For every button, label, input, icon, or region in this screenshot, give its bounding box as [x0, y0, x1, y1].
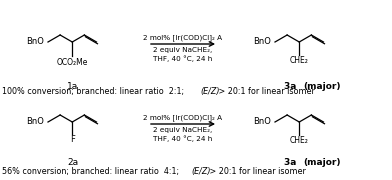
- Text: 2 equiv NaCHE₂,: 2 equiv NaCHE₂,: [153, 47, 212, 53]
- Text: BnO: BnO: [253, 118, 271, 127]
- Text: THF, 40 °C, 24 h: THF, 40 °C, 24 h: [153, 55, 212, 62]
- Text: BnO: BnO: [26, 37, 44, 46]
- Text: (major): (major): [303, 82, 341, 91]
- Text: (major): (major): [303, 158, 341, 167]
- Text: > 20:1 for linear isomer: > 20:1 for linear isomer: [216, 87, 315, 96]
- Text: BnO: BnO: [253, 37, 271, 46]
- Text: 2 equiv NaCHE₂,: 2 equiv NaCHE₂,: [153, 127, 212, 133]
- Text: 3a: 3a: [285, 158, 300, 167]
- Text: CHE₂: CHE₂: [290, 136, 309, 145]
- Text: 2a: 2a: [67, 158, 78, 167]
- Text: (E/Z): (E/Z): [191, 167, 211, 176]
- Text: 1a: 1a: [67, 82, 79, 91]
- Text: (E/Z): (E/Z): [200, 87, 220, 96]
- Text: THF, 40 °C, 24 h: THF, 40 °C, 24 h: [153, 135, 212, 142]
- Text: 2 mol% [Ir(COD)Cl]₂ A: 2 mol% [Ir(COD)Cl]₂ A: [143, 34, 223, 41]
- Text: 56% conversion; branched: linear ratio  4:1;: 56% conversion; branched: linear ratio 4…: [2, 167, 181, 176]
- Text: BnO: BnO: [26, 118, 44, 127]
- Text: > 20:1 for linear isomer: > 20:1 for linear isomer: [207, 167, 306, 176]
- Text: 2 mol% [Ir(COD)Cl]₂ A: 2 mol% [Ir(COD)Cl]₂ A: [143, 114, 223, 121]
- Text: 100% conversion; branched: linear ratio  2:1;: 100% conversion; branched: linear ratio …: [2, 87, 187, 96]
- Text: CHE₂: CHE₂: [290, 56, 309, 65]
- Text: 3a: 3a: [285, 82, 300, 91]
- Text: OCO₂Me: OCO₂Me: [56, 58, 88, 67]
- Text: F: F: [70, 135, 75, 144]
